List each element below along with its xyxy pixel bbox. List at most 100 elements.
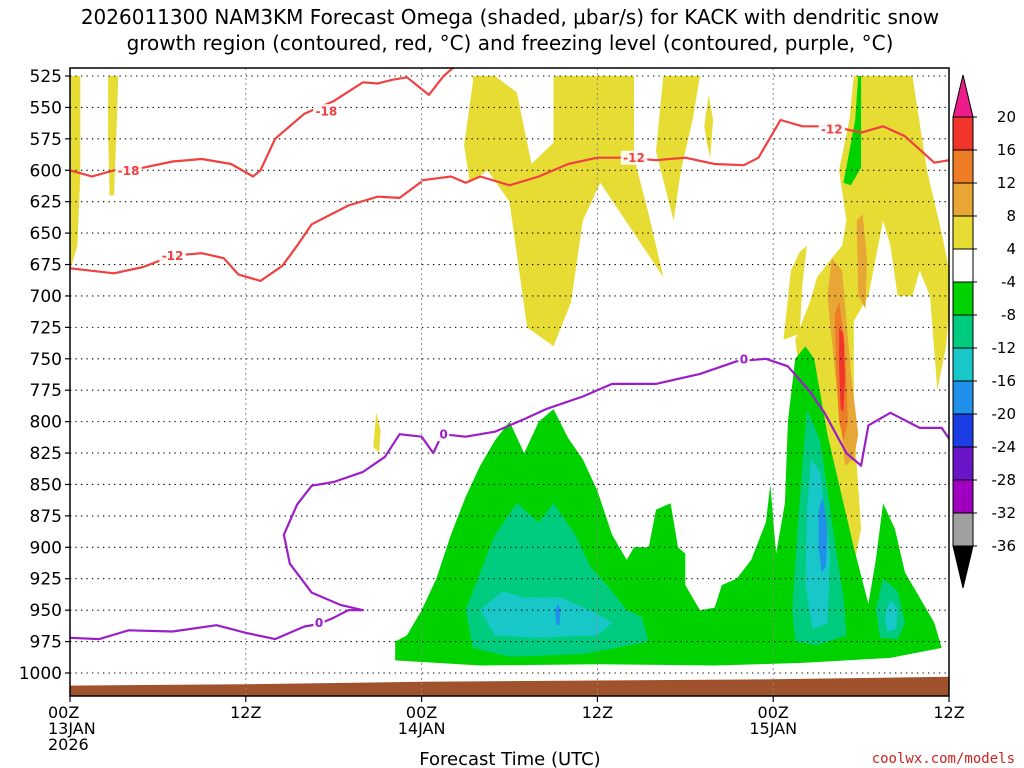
omega-region-2 [373, 412, 381, 454]
freezing-level-0-line [70, 357, 949, 641]
x-tick-line-0-1: 13JAN [48, 719, 96, 738]
contour-layer: -18 -18 -12 -12 -12 0 0 0 [70, 68, 949, 641]
colorbar-label-12: -32 [992, 504, 1017, 522]
y-tick-label-525: 525 [30, 67, 62, 87]
x-tick-label-36: 12Z [582, 703, 613, 722]
omega-region-3 [464, 76, 700, 347]
plot-frame [69, 67, 950, 697]
x-tick-line-48-1: 15JAN [749, 719, 797, 738]
terrain-fill [70, 676, 949, 696]
omega-region-5 [795, 76, 949, 567]
colorbar-label-13: -36 [992, 537, 1017, 555]
x-tick-label-48: 00Z 15JAN [749, 703, 797, 738]
x-tick-line-0-0: 00Z [48, 703, 79, 722]
x-tick-line-0-2: 2026 [48, 735, 89, 754]
colorbar-label-1: 16 [997, 141, 1016, 159]
x-tick-line-36-0: 12Z [582, 703, 613, 722]
y-axis: 525 550 575 600 625 650 675 700 725 750 775 800 825 8… [19, 67, 70, 684]
omega-region-8 [856, 214, 867, 309]
y-tick-label-875: 875 [30, 507, 62, 527]
y-tick-label-675: 675 [30, 256, 62, 276]
colorbar-bin-7 [952, 314, 974, 349]
colorbar-label-7: -12 [992, 339, 1017, 357]
x-tick-line-24-0: 00Z [406, 703, 437, 722]
x-tick-label-0: 00Z 13JAN 2026 [48, 703, 96, 754]
freezing-level-0-label-2: 0 [740, 352, 748, 366]
dgz-upper-18-line [70, 68, 455, 178]
x-tick-line-48-0: 00Z [758, 703, 789, 722]
y-tick-label-625: 625 [30, 193, 62, 213]
y-tick-label-975: 975 [30, 633, 62, 653]
omega-region-4 [704, 94, 714, 158]
y-tick-label-800: 800 [30, 413, 62, 433]
colorbar-label-6: -8 [1001, 306, 1016, 324]
colorbar-label-11: -28 [992, 471, 1017, 489]
omega-region-20 [818, 497, 828, 573]
x-axis-label: Forecast Time (UTC) [419, 749, 600, 768]
x-tick-line-12-0: 12Z [230, 703, 261, 722]
dgz-lower-12-line [70, 180, 423, 282]
y-tick-label-900: 900 [30, 538, 62, 558]
y-tick-label-550: 550 [30, 98, 62, 118]
colorbar-bin-8 [952, 347, 974, 382]
dgz-lower-12-label-bg-0 [159, 248, 186, 263]
y-tick-label-1000: 1000 [19, 664, 62, 684]
freezing-level-0-label-bg-0 [313, 615, 325, 630]
colorbar-top-arrow [952, 74, 974, 118]
colorbar-bin-9 [952, 380, 974, 415]
dgz-lower-12-label-0: -12 [162, 249, 184, 263]
y-tick-label-700: 700 [30, 287, 62, 307]
y-tick-label-825: 825 [30, 444, 62, 464]
colorbar-bin-2 [952, 149, 974, 184]
dgz-upper-12-label-bg-0 [620, 150, 648, 165]
y-tick-label-725: 725 [30, 318, 62, 338]
dgz-upper-12-label-0: -12 [623, 151, 645, 165]
dgz-upper-18-label-0: -18 [118, 164, 140, 178]
omega-region-17 [805, 459, 831, 629]
colorbar-label-0: 20 [997, 108, 1016, 126]
colorbar: 20 16 12 8 4 -4 -8 -12 -16 -20 -24 -28 -32 -36 [952, 74, 1017, 589]
colorbar-bin-12 [952, 479, 974, 514]
colorbar-bin-10 [952, 413, 974, 448]
colorbar-label-8: -16 [992, 372, 1017, 390]
colorbar-bottom-arrow [952, 545, 974, 589]
omega-region-16 [480, 591, 613, 638]
dgz-upper-18-label-bg-1 [313, 104, 340, 119]
y-tick-label-850: 850 [30, 475, 62, 495]
colorbar-bin-4 [952, 215, 974, 250]
omega-region-6 [783, 245, 807, 340]
x-tick-label-60: 12Z [933, 703, 964, 722]
x-tick-label-24: 00Z 14JAN [398, 703, 446, 738]
dgz-upper-12-label-bg-1 [818, 121, 846, 136]
freezing-level-0-label-0: 0 [315, 616, 323, 630]
y-tick-label-775: 775 [30, 381, 62, 401]
omega-region-0 [70, 76, 81, 271]
colorbar-label-9: -20 [992, 405, 1017, 423]
colorbar-bin-5 [952, 248, 974, 283]
x-tick-line-24-1: 14JAN [398, 719, 446, 738]
freezing-level-0-label-bg-2 [738, 351, 750, 366]
omega-region-19 [554, 603, 561, 626]
colorbar-bin-13 [952, 512, 974, 547]
grid-layer [70, 68, 949, 696]
omega-region-18 [884, 600, 898, 632]
omega-region-11 [843, 76, 862, 186]
freezing-level-0-label-bg-1 [437, 427, 450, 442]
y-tick-label-575: 575 [30, 130, 62, 150]
dgz-upper-18-label-bg-0 [115, 163, 142, 178]
colorbar-bin-6 [952, 281, 974, 316]
freezing-level-0-label-1: 0 [439, 428, 447, 442]
y-tick-label-950: 950 [30, 601, 62, 621]
colorbar-bin-1 [952, 116, 974, 151]
colorbar-label-5: -4 [1001, 273, 1016, 291]
chart-title-line-1: 2026011300 NAM3KM Forecast Omega (shaded… [81, 5, 939, 29]
dgz-upper-18-label-1: -18 [316, 105, 338, 119]
colorbar-label-2: 12 [997, 174, 1016, 192]
colorbar-bin-3 [952, 182, 974, 217]
dgz-upper-12-label-1: -12 [821, 122, 843, 136]
colorbar-label-4: 4 [1006, 240, 1016, 258]
chart-title-line-2: growth region (contoured, red, °C) and f… [127, 31, 894, 55]
y-tick-label-600: 600 [30, 161, 62, 181]
